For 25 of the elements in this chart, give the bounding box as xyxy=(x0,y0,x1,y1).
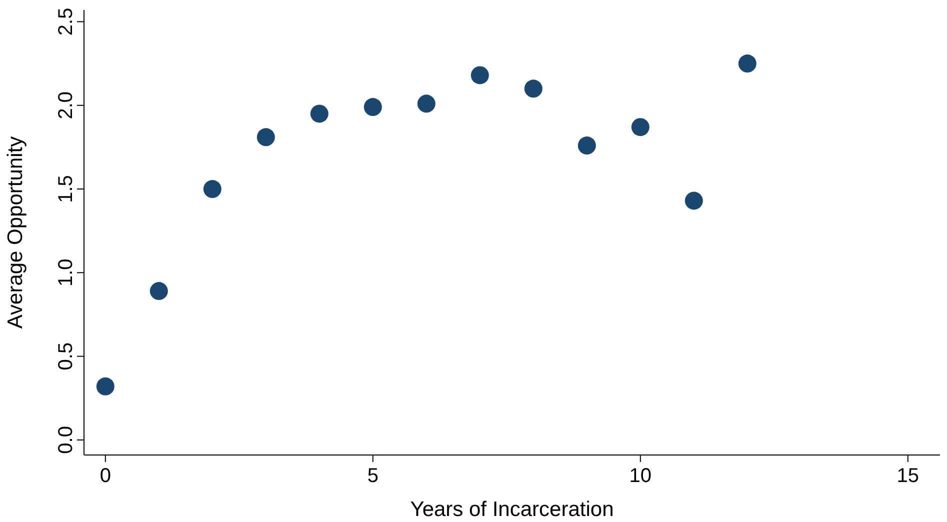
x-tick-label: 0 xyxy=(100,465,111,487)
point xyxy=(364,98,382,116)
point xyxy=(524,80,542,98)
y-tick-label: 0.5 xyxy=(55,342,77,370)
x-tick-label: 10 xyxy=(629,465,652,487)
point xyxy=(578,136,596,155)
y-tick-label: 2.0 xyxy=(55,91,77,120)
point xyxy=(631,118,650,136)
point xyxy=(738,54,756,73)
point xyxy=(203,180,222,198)
point xyxy=(417,94,436,113)
point xyxy=(310,104,328,123)
point xyxy=(684,192,703,210)
y-tick-label: 1.5 xyxy=(55,175,77,203)
y-tick-label: 0.0 xyxy=(55,426,77,454)
y-tick-label: 2.5 xyxy=(55,8,77,36)
x-tick-label: 5 xyxy=(367,465,378,487)
point xyxy=(256,128,275,146)
point xyxy=(150,282,168,300)
point xyxy=(470,66,489,84)
x-axis-title: Years of Incarceration xyxy=(410,498,614,521)
y-axis-title: Average Opportunity xyxy=(4,136,27,329)
point xyxy=(96,377,114,396)
y-tick-label: 1.0 xyxy=(55,258,77,287)
x-tick-label: 15 xyxy=(896,465,920,487)
